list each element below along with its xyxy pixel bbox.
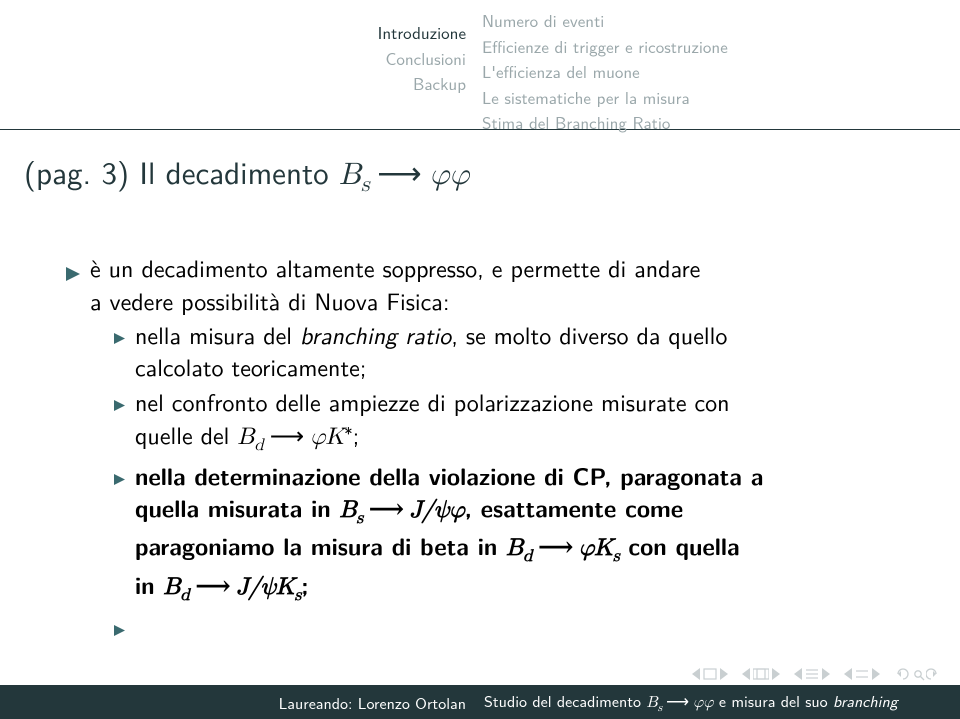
nav-slide-group[interactable] <box>692 668 728 680</box>
arrow: ⟶ <box>264 424 310 450</box>
text: Studio del decadimento <box>484 689 646 712</box>
text: paragoniamo la misura di beta in <box>135 529 506 563</box>
bullet-level1: è un decadimento altamente soppresso, e … <box>66 252 910 317</box>
math: ψK <box>261 575 295 599</box>
header: Introduzione Conclusioni Backup Numero d… <box>0 0 960 130</box>
text: ; <box>353 417 360 452</box>
text: calcolato teoricamente; <box>135 349 366 384</box>
slide-title: (pag. 3) Il decadimento Bs ⟶ φφ <box>0 130 960 198</box>
nav-subitem[interactable]: L'efficienza del muone <box>482 59 960 85</box>
nav-section-group[interactable] <box>742 668 780 680</box>
title-sub: s <box>361 175 370 196</box>
title-arrow: ⟶ <box>370 156 430 191</box>
slide-body: è un decadimento altamente soppresso, e … <box>0 198 960 642</box>
math: ψφ <box>434 498 465 522</box>
math: B <box>163 575 180 599</box>
math: / <box>249 575 261 599</box>
text: nella determinazione della violazione di… <box>135 459 763 493</box>
bullet-level2: nel confronto delle ampiezze di polarizz… <box>114 386 910 458</box>
text: nella misura del <box>135 317 300 352</box>
math-sub: d <box>180 587 189 604</box>
math: B <box>237 425 254 449</box>
math: J <box>236 575 248 599</box>
footer-author: Laureando: Lorenzo Ortolan <box>0 691 480 714</box>
nav-subitem[interactable]: Stima del Branching Ratio <box>482 110 960 136</box>
triangle-bullet-icon <box>66 256 80 317</box>
math: φK <box>310 425 344 449</box>
math: φK <box>579 536 613 560</box>
math-sub: s <box>613 548 620 565</box>
nav-item[interactable]: Conclusioni <box>0 46 466 72</box>
nav-subitem[interactable]: Numero di eventi <box>482 8 960 34</box>
text: in <box>135 568 163 602</box>
title-text: (pag. 3) Il decadimento <box>24 148 339 194</box>
math: J <box>410 498 422 522</box>
nav-subitem[interactable]: Efficienze di trigger e ricostruzione <box>482 34 960 60</box>
beamer-nav-icons <box>692 667 940 681</box>
math-sup: ∗ <box>344 417 352 441</box>
math: / <box>422 498 434 522</box>
nav-subitem[interactable]: Le sistematiche per la misura <box>482 85 960 111</box>
text: , se molto diverso da quello <box>451 317 727 352</box>
bullet-text: nel confronto delle ampiezze di polarizz… <box>135 386 730 458</box>
italic: branching <box>833 689 898 712</box>
bullet-text-bold: nella determinazione della violazione di… <box>135 460 763 608</box>
text: quelle del <box>135 417 237 452</box>
bullet-level2: nella determinazione della violazione di… <box>114 460 910 608</box>
title-math2: φφ <box>429 160 469 191</box>
triangle-bullet-icon <box>114 464 125 608</box>
bullet-level2: nella misura del branching ratio, se mol… <box>114 319 910 384</box>
text-line: a vedere possibilità di Nuova Fisica: <box>90 283 450 318</box>
title-math: B <box>339 160 361 191</box>
arrow: ⟶ <box>662 694 693 711</box>
math: φφ <box>693 695 714 711</box>
nav-frame-group[interactable] <box>844 668 880 680</box>
triangle-bullet-icon <box>114 615 125 642</box>
bullet-text: nella misura del branching ratio, se mol… <box>135 319 727 384</box>
nav-back-group[interactable] <box>894 667 940 681</box>
nav-item[interactable]: Introduzione <box>0 20 466 46</box>
footer-title: Studio del decadimento Bs ⟶ φφ e misura … <box>480 689 960 715</box>
arrow: ⟶ <box>363 497 409 523</box>
math: B <box>339 498 356 522</box>
arrow: ⟶ <box>532 535 578 561</box>
nav-item[interactable]: Backup <box>0 71 466 97</box>
text-line: è un decadimento altamente soppresso, e … <box>90 250 700 285</box>
italic-text: branching ratio <box>300 317 451 352</box>
bullet-level2-empty <box>114 611 910 642</box>
bullet-text: è un decadimento altamente soppresso, e … <box>90 252 700 317</box>
text: nel confronto delle ampiezze di polarizz… <box>135 384 730 419</box>
text: con quella <box>620 529 740 563</box>
header-left-nav: Introduzione Conclusioni Backup <box>0 0 480 129</box>
header-right-nav: Numero di eventi Efficienze di trigger e… <box>480 0 960 129</box>
footer: Laureando: Lorenzo Ortolan Studio del de… <box>0 685 960 719</box>
math-sub: d <box>254 437 263 454</box>
math: B <box>506 536 523 560</box>
text: e misura del suo <box>714 689 833 712</box>
text: ; <box>301 568 308 602</box>
triangle-bullet-icon <box>114 323 125 384</box>
nav-subsection-group[interactable] <box>794 668 830 680</box>
arrow: ⟶ <box>190 574 236 600</box>
math: B <box>646 695 657 711</box>
triangle-bullet-icon <box>114 390 125 458</box>
text: quella misurata in <box>135 491 339 525</box>
text: , esattamente come <box>465 491 683 525</box>
